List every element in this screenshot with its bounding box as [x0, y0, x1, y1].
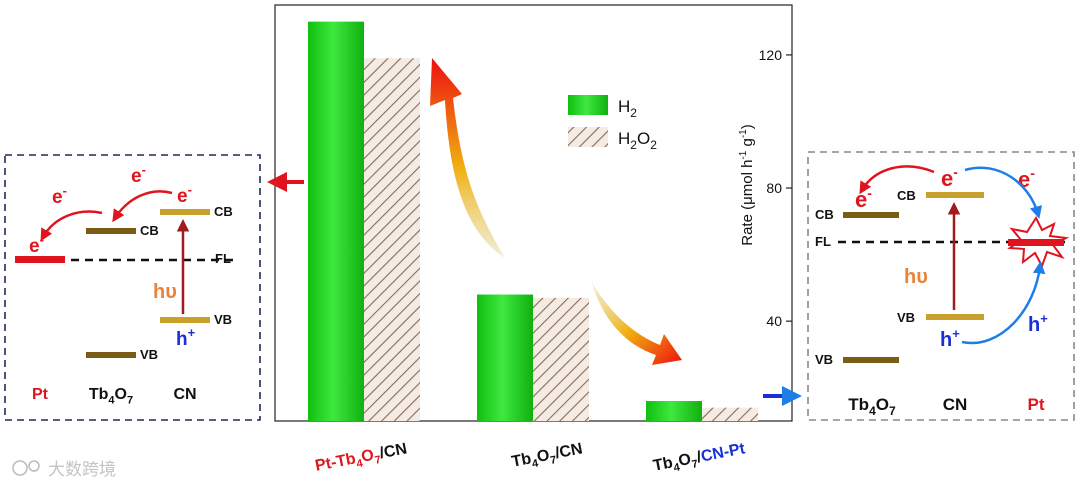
legend-swatch-h2o2: [568, 127, 608, 147]
right-hole-pt: h+: [1028, 311, 1048, 336]
right-label-tbo: Tb4O7: [848, 395, 896, 418]
right-hv-label: hυ: [904, 266, 928, 288]
left-electron-transfer-1: e-: [131, 162, 146, 187]
right-cn-cb-label: CB: [897, 188, 916, 203]
bar-h2o2-2: [702, 407, 758, 421]
right-electron-to-pt-arrow: [964, 166, 1043, 219]
legend-label-h2: H2: [618, 97, 637, 120]
left-fl-label: FL: [215, 251, 231, 266]
right-cn-cb-level: [926, 192, 984, 198]
left-hv-label: hυ: [153, 281, 177, 303]
legend-swatch-h2: [568, 95, 608, 115]
watermark-text: 大数跨境: [48, 460, 116, 479]
legend-label-h2o2: H2O2: [618, 129, 657, 152]
left-cn-cb-level: [160, 209, 210, 215]
legend: H2 H2O2: [568, 95, 657, 152]
right-diagram-frame: [807, 151, 1075, 421]
right-label-cn: CN: [943, 395, 968, 414]
left-electron-pt: e-: [29, 232, 44, 257]
y-tick-label-40: 40: [766, 313, 782, 329]
left-tbo-cb-level: [86, 228, 136, 234]
left-tbo-cb-label: CB: [140, 223, 159, 238]
left-diagram-frame: [4, 154, 261, 421]
right-hole-to-pt-arrow: [961, 261, 1046, 345]
y-tick-label-120: 120: [759, 47, 783, 63]
right-tbo-cb-label: CB: [815, 207, 834, 222]
watermark: 大数跨境: [12, 460, 116, 479]
x-category-label-0: Pt-Tb4O7/CN: [314, 440, 409, 478]
bar-chart: 40 80 120 Rate (μmol h-1 g-1) Pt-Tb4O7/CN T…: [274, 4, 793, 478]
left-hole: h+: [176, 325, 196, 350]
right-band-diagram: FL CB VB CB VB hυ e- e- e- h+ h+ Tb4O7 C…: [807, 151, 1075, 421]
left-cn-to-tbo-arrow: [112, 190, 173, 223]
bar-h2o2-0: [364, 58, 420, 422]
right-tbo-vb-level: [843, 357, 899, 363]
left-cn-vb-label: VB: [214, 312, 232, 327]
right-electron-cn: e-: [941, 164, 958, 191]
bar-h2-2: [646, 401, 702, 421]
left-electron-transfer-2: e-: [52, 183, 67, 208]
decrease-arrow-small: [592, 283, 682, 365]
bar-h2o2-1: [533, 297, 589, 421]
left-cn-vb-level: [160, 317, 210, 323]
left-cn-cb-label: CB: [214, 204, 233, 219]
left-tbo-vb-level: [86, 352, 136, 358]
left-band-diagram: FL CB VB CB VB hυ e- e- e- e- h+ Pt Tb4O…: [4, 154, 261, 421]
left-label-tbo: Tb4O7: [89, 386, 133, 406]
left-label-pt: Pt: [32, 386, 49, 403]
y-tick-label-80: 80: [766, 180, 782, 196]
left-tbo-vb-label: VB: [140, 347, 158, 362]
watermark-logo-icon: [12, 460, 28, 476]
right-tbo-cb-level: [843, 212, 899, 218]
right-hole-cn: h+: [940, 326, 960, 351]
right-fl-label: FL: [815, 234, 831, 249]
left-electron-cn: e-: [177, 182, 192, 207]
bar-h2-1: [477, 294, 533, 421]
y-axis-label: Rate (μmol h-1 g-1): [738, 124, 756, 246]
left-tbo-to-pt-arrow: [40, 210, 103, 242]
x-category-label-2: Tb4O7/CN-Pt: [652, 440, 748, 478]
left-label-cn: CN: [173, 386, 196, 403]
x-axis-labels: Pt-Tb4O7/CN Tb4O7/CN Tb4O7/CN-Pt: [314, 440, 748, 478]
right-electron-pt: e-: [1018, 165, 1035, 192]
right-pt-level: [1008, 239, 1064, 246]
right-tbo-vb-label: VB: [815, 352, 833, 367]
right-cn-vb-level: [926, 314, 984, 320]
right-cn-to-tbo-arrow: [859, 165, 935, 195]
bar-h2-0: [308, 21, 364, 421]
y-axis: 40 80 120: [759, 47, 792, 329]
x-category-label-1: Tb4O7/CN: [510, 440, 584, 474]
decrease-arrow-large: [430, 58, 505, 258]
watermark-logo-icon-2: [28, 460, 40, 472]
right-label-pt: Pt: [1028, 395, 1045, 414]
right-cn-vb-label: VB: [897, 310, 915, 325]
left-pt-level: [15, 256, 65, 263]
